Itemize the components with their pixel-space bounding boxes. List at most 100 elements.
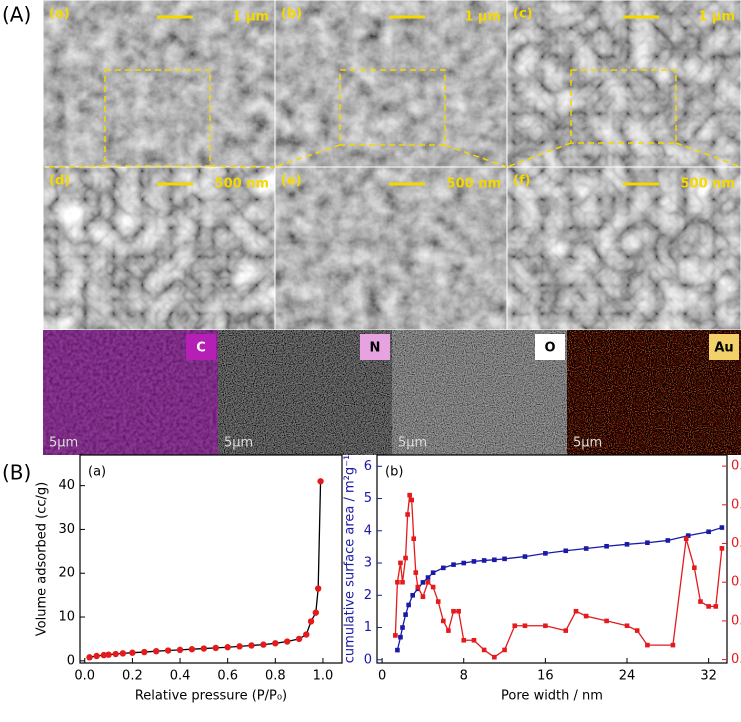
data-point bbox=[272, 640, 279, 647]
y-tick-label: 0.024 bbox=[731, 536, 741, 551]
data-point bbox=[456, 608, 461, 614]
element-label: O bbox=[544, 341, 555, 356]
image-label: (e) bbox=[281, 174, 302, 189]
element-badge bbox=[535, 334, 565, 360]
element-badge bbox=[360, 334, 390, 360]
data-point bbox=[141, 648, 148, 656]
y-tick-label: 0.032 bbox=[731, 497, 741, 512]
zoom-line bbox=[675, 142, 741, 168]
data-point bbox=[119, 650, 127, 657]
data-point bbox=[446, 628, 451, 633]
data-point bbox=[86, 654, 93, 661]
data-point bbox=[411, 536, 417, 541]
x-tick-label: 0.4 bbox=[170, 669, 191, 684]
data-point bbox=[398, 560, 403, 566]
data-point bbox=[713, 604, 719, 609]
data-point bbox=[563, 548, 569, 554]
data-point bbox=[403, 612, 408, 617]
y-axis-title: Volume adsorbed (cc/g) bbox=[35, 482, 50, 636]
data-point bbox=[400, 625, 405, 630]
image-label: (f) bbox=[513, 174, 531, 189]
data-point bbox=[471, 637, 477, 643]
image-label: (b) bbox=[281, 7, 302, 22]
y-tick-label: 1 bbox=[364, 620, 372, 635]
data-point bbox=[307, 618, 315, 625]
data-point bbox=[543, 551, 548, 556]
scale-label: 1 μm bbox=[464, 10, 501, 25]
data-point bbox=[451, 562, 456, 567]
data-point bbox=[441, 565, 446, 571]
image-label: (a) bbox=[49, 7, 70, 22]
data-point bbox=[492, 654, 497, 660]
image-label: (d) bbox=[49, 174, 70, 189]
x-axis-title: Pore width / nm bbox=[501, 689, 603, 704]
element-label: N bbox=[370, 341, 381, 356]
data-point bbox=[312, 609, 319, 616]
chart-annotation: (b) bbox=[385, 465, 403, 480]
y-tick-label: 5 bbox=[364, 491, 372, 506]
y-tick-label: 0.040 bbox=[731, 459, 741, 474]
y-tick-label: 0 bbox=[364, 652, 372, 667]
plot-frame bbox=[376, 454, 728, 664]
data-point bbox=[224, 644, 231, 651]
data-point bbox=[420, 594, 426, 600]
zoom-box bbox=[339, 69, 446, 146]
x-tick-label: 16 bbox=[537, 669, 554, 684]
element-label: C bbox=[196, 341, 206, 356]
data-point bbox=[405, 512, 410, 517]
data-point bbox=[295, 635, 303, 643]
data-point bbox=[692, 565, 697, 571]
data-point bbox=[409, 497, 414, 503]
data-point bbox=[435, 599, 441, 604]
element-badge bbox=[186, 334, 216, 360]
data-point bbox=[260, 641, 267, 648]
y-tick-label: 6 bbox=[364, 459, 372, 474]
y-tick-label: 4 bbox=[364, 523, 372, 538]
data-point bbox=[461, 560, 467, 566]
data-point bbox=[153, 647, 160, 655]
data-point bbox=[492, 557, 497, 563]
element-badge bbox=[709, 334, 739, 360]
x-axis-title: Relative pressure (P/P₀) bbox=[135, 689, 287, 704]
data-point bbox=[93, 652, 100, 660]
data-point bbox=[430, 584, 436, 590]
series-line bbox=[394, 494, 723, 658]
data-point bbox=[398, 634, 403, 640]
data-point bbox=[176, 646, 184, 654]
x-tick-label: 0.6 bbox=[217, 669, 238, 684]
scale-label: 500 nm bbox=[447, 177, 501, 192]
scale-label: 5μm bbox=[49, 436, 78, 451]
data-point bbox=[502, 556, 507, 562]
data-point bbox=[522, 623, 528, 629]
data-point bbox=[164, 647, 172, 654]
x-tick-label: 0.2 bbox=[122, 669, 143, 684]
chart-annotation: (a) bbox=[88, 465, 106, 480]
data-point bbox=[406, 602, 411, 608]
data-point bbox=[248, 642, 255, 649]
data-point bbox=[502, 647, 507, 653]
data-point bbox=[415, 584, 421, 590]
data-point bbox=[563, 628, 569, 633]
data-point bbox=[698, 599, 703, 604]
data-point bbox=[129, 649, 136, 656]
y-tick-label: 30 bbox=[58, 522, 75, 537]
y-tick-label: 3 bbox=[364, 556, 372, 571]
data-point bbox=[425, 579, 431, 585]
plot-frame bbox=[79, 454, 343, 664]
zoom-box bbox=[104, 69, 211, 167]
data-point bbox=[430, 570, 436, 576]
scale-label: 1 μm bbox=[232, 10, 269, 25]
data-point bbox=[395, 647, 400, 653]
data-point bbox=[512, 623, 518, 629]
data-point bbox=[719, 525, 725, 530]
data-point bbox=[317, 478, 324, 485]
y-axis-title: cumulative surface area / m²g⁻¹ bbox=[343, 455, 358, 663]
zoom-line bbox=[209, 165, 276, 168]
image-label: (c) bbox=[513, 7, 533, 22]
y-tick-label: 20 bbox=[58, 566, 75, 581]
data-point bbox=[200, 645, 208, 652]
sem-image bbox=[507, 167, 741, 330]
data-point bbox=[624, 623, 630, 629]
scale-label: 500 nm bbox=[681, 177, 735, 192]
